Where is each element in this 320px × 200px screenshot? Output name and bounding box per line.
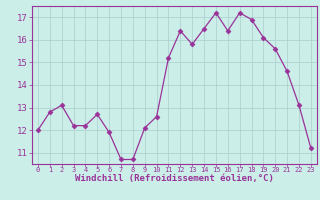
X-axis label: Windchill (Refroidissement éolien,°C): Windchill (Refroidissement éolien,°C) — [75, 174, 274, 183]
